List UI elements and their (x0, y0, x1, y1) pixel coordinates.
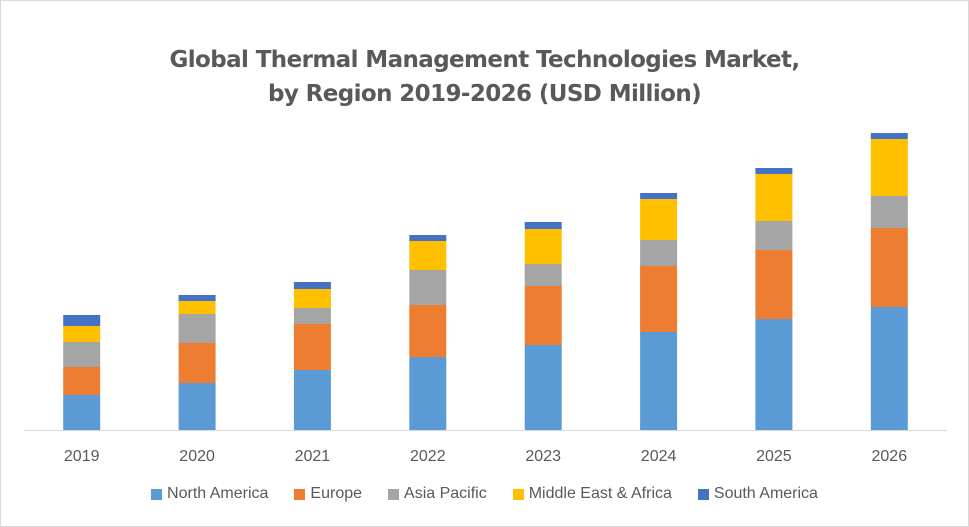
bar-middle-east-africa-2019 (63, 326, 101, 342)
bar-europe-2022 (409, 305, 447, 357)
legend: North America Europe Asia Pacific Middle Ea… (1, 485, 968, 503)
chart-title-line-2: by Region 2019-2026 (USD Million) (267, 81, 702, 107)
legend-item-south-america: South America (697, 485, 818, 503)
bar-south-america-2019 (63, 315, 101, 326)
bar-europe-2019 (63, 367, 101, 395)
bar-south-america-2022 (409, 235, 447, 241)
x-tick-label-2022: 2022 (410, 448, 446, 465)
legend-label-asia-pacific: Asia Pacific (404, 485, 487, 502)
x-tick-label-2023: 2023 (525, 448, 561, 465)
bar-middle-east-africa-2023 (524, 229, 562, 264)
legend-item-europe: Europe (294, 485, 362, 503)
legend-swatch-middle-east-africa (512, 488, 524, 500)
bar-north-america-2026 (870, 307, 908, 430)
bar-south-america-2020 (178, 295, 216, 301)
bar-asia-pacific-2021 (293, 308, 331, 324)
bar-middle-east-africa-2024 (640, 199, 678, 240)
bar-europe-2024 (640, 266, 678, 332)
legend-label-europe: Europe (310, 485, 363, 502)
legend-swatch-north-america (151, 488, 163, 500)
bar-south-america-2021 (293, 282, 331, 289)
legend-item-middle-east-africa: Middle East & Africa (512, 485, 672, 503)
bar-north-america-2024 (640, 332, 678, 430)
x-tick-label-2019: 2019 (64, 448, 100, 465)
bar-middle-east-africa-2021 (293, 289, 331, 308)
x-tick-label-2026: 2026 (872, 448, 908, 465)
bar-south-america-2023 (524, 222, 562, 229)
bar-north-america-2019 (63, 395, 101, 430)
legend-swatch-asia-pacific (388, 488, 400, 500)
x-tick-label-2020: 2020 (179, 448, 215, 465)
bar-north-america-2020 (178, 383, 216, 430)
bar-south-america-2024 (640, 193, 678, 199)
bar-north-america-2025 (755, 319, 793, 430)
bar-asia-pacific-2026 (870, 196, 908, 228)
x-tick-label-2025: 2025 (756, 448, 792, 465)
legend-label-south-america: South America (713, 485, 818, 502)
x-tick-label-2024: 2024 (641, 448, 677, 465)
bar-north-america-2022 (409, 357, 447, 430)
legend-item-asia-pacific: Asia Pacific (388, 485, 487, 503)
bar-asia-pacific-2022 (409, 270, 447, 305)
bar-asia-pacific-2023 (524, 264, 562, 286)
x-tick-label-2021: 2021 (295, 448, 331, 465)
legend-label-middle-east-africa: Middle East & Africa (528, 485, 672, 502)
bar-asia-pacific-2024 (640, 240, 678, 266)
legend-item-north-america: North America (151, 485, 268, 503)
bar-europe-2025 (755, 250, 793, 319)
bar-north-america-2021 (293, 370, 331, 430)
bar-middle-east-africa-2022 (409, 241, 447, 270)
legend-swatch-south-america (697, 488, 709, 500)
chart-title-line-1: Global Thermal Management Technologies M… (169, 47, 800, 73)
bar-europe-2020 (178, 343, 216, 383)
bar-europe-2023 (524, 286, 562, 345)
bar-asia-pacific-2020 (178, 314, 216, 343)
bar-asia-pacific-2025 (755, 221, 793, 250)
bar-middle-east-africa-2020 (178, 301, 216, 314)
bar-south-america-2026 (870, 133, 908, 139)
bar-asia-pacific-2019 (63, 342, 101, 367)
chart-title: Global Thermal Management Technologies M… (1, 43, 968, 111)
bar-europe-2021 (293, 324, 331, 370)
bar-north-america-2023 (524, 345, 562, 430)
bar-middle-east-africa-2025 (755, 174, 793, 221)
legend-swatch-europe (294, 488, 306, 500)
bar-europe-2026 (870, 228, 908, 307)
legend-label-north-america: North America (167, 485, 269, 502)
bar-south-america-2025 (755, 168, 793, 174)
bar-middle-east-africa-2026 (870, 139, 908, 196)
